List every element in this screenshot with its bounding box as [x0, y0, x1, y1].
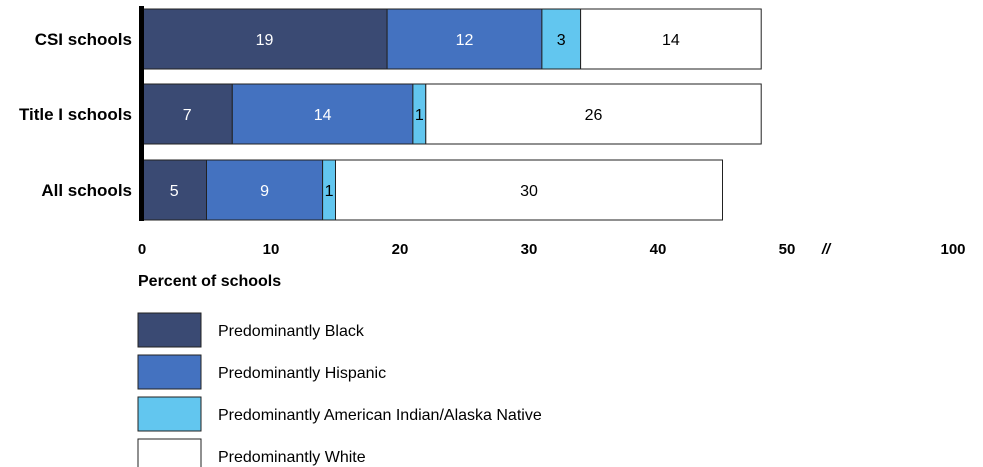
x-tick-label-40: 40 [650, 241, 667, 258]
data-label-all-schools-predominantly-hispanic: 9 [260, 183, 269, 200]
x-tick-label-100: 100 [940, 241, 965, 258]
x-axis-ticks: 0 10 20 30 40 50 100 [138, 241, 966, 258]
legend-label-predominantly-black: Predominantly Black [218, 323, 365, 340]
category-labels: CSI schools Title I schools All schools [19, 30, 132, 200]
legend-label-predominantly-american-indian-alaska-native: Predominantly American Indian/Alaska Nat… [218, 407, 542, 424]
x-tick-label-50: 50 [779, 241, 796, 258]
bar-title-i-schools-predominantly-white [425, 83, 762, 145]
legend: Predominantly Black Predominantly Hispani… [137, 312, 542, 467]
data-label-all-schools-predominantly-white: 30 [520, 183, 538, 200]
x-tick-label-0: 0 [138, 241, 146, 258]
category-label-all-schools: All schools [41, 181, 132, 200]
bar-all-schools-predominantly-hispanic [206, 159, 324, 221]
x-tick-label-10: 10 [263, 241, 280, 258]
bar-title-i-schools-predominantly-hispanic [231, 83, 414, 145]
x-tick-label-20: 20 [392, 241, 409, 258]
data-label-title-i-schools-predominantly-black: 7 [183, 107, 192, 124]
data-label-csi-schools-predominantly-black: 19 [256, 32, 274, 49]
bar-csi-schools-predominantly-american-indian-alaska-native [541, 8, 582, 70]
data-label-all-schools-predominantly-black: 5 [170, 183, 179, 200]
legend-swatch-predominantly-white [137, 438, 202, 467]
category-label-csi-schools: CSI schools [35, 30, 132, 49]
category-label-title-i-schools: Title I schools [19, 105, 132, 124]
bar-title-i-schools-predominantly-black [141, 83, 233, 145]
data-label-title-i-schools-predominantly-hispanic: 14 [314, 107, 332, 124]
legend-label-predominantly-white: Predominantly White [218, 449, 366, 466]
bar-csi-schools-predominantly-black [141, 8, 388, 70]
data-label-csi-schools-predominantly-american-indian-alaska-native: 3 [557, 32, 566, 49]
data-label-all-schools-predominantly-american-indian-alaska-native: 1 [325, 183, 334, 200]
bars-group: 19 12 3 14 7 14 1 26 5 9 1 30 [141, 8, 762, 221]
bar-all-schools-predominantly-white [335, 159, 723, 221]
data-label-title-i-schools-predominantly-white: 26 [585, 107, 603, 124]
data-label-title-i-schools-predominantly-american-indian-alaska-native: 1 [415, 107, 424, 124]
legend-swatch-predominantly-hispanic [137, 354, 202, 390]
x-tick-label-30: 30 [521, 241, 538, 258]
axis-break-symbol: // [821, 241, 832, 258]
bar-csi-schools-predominantly-white [580, 8, 762, 70]
y-axis-line [139, 6, 144, 221]
x-axis-title: Percent of schools [138, 273, 281, 290]
bar-csi-schools-predominantly-hispanic [386, 8, 543, 70]
legend-swatch-predominantly-black [137, 312, 202, 348]
data-label-csi-schools-predominantly-hispanic: 12 [456, 32, 474, 49]
data-label-csi-schools-predominantly-white: 14 [662, 32, 680, 49]
legend-swatch-predominantly-american-indian-alaska-native [137, 396, 202, 432]
legend-label-predominantly-hispanic: Predominantly Hispanic [218, 365, 386, 382]
